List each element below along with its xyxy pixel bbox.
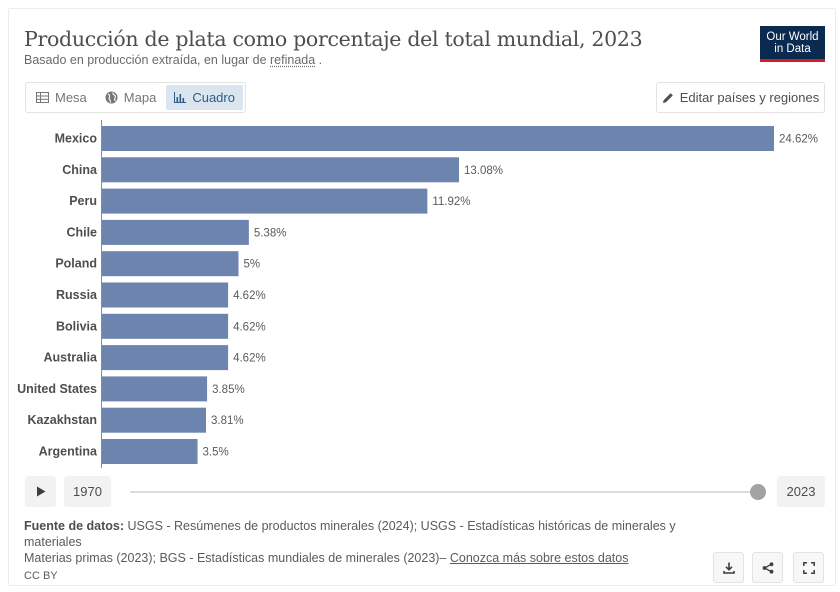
value-label: 4.62% xyxy=(233,321,266,333)
share-icon xyxy=(762,561,773,574)
bar-united-states xyxy=(102,376,208,402)
subtitle-text: Basado en producción extraída, en lugar … xyxy=(24,53,271,67)
category-label: China xyxy=(62,163,98,177)
tab-table[interactable]: Mesa xyxy=(28,85,95,110)
pencil-icon xyxy=(662,92,673,103)
bar-china xyxy=(102,157,460,183)
category-label: Bolivia xyxy=(56,319,98,333)
value-label: 4.62% xyxy=(233,290,266,302)
chart-title: Producción de plata como porcentaje del … xyxy=(24,27,643,51)
owid-logo[interactable]: Our World in Data xyxy=(760,26,825,62)
bar-chile xyxy=(102,219,249,245)
sources-label: Fuente de datos: xyxy=(24,519,125,533)
chart-frame xyxy=(8,8,836,586)
bar-poland xyxy=(102,251,239,277)
tab-map-label: Mapa xyxy=(123,90,157,105)
sources-text-1: USGS - Resúmenes de productos minerales … xyxy=(24,519,676,549)
category-label: Argentina xyxy=(39,445,98,459)
bar-peru xyxy=(102,188,428,214)
bar-mexico xyxy=(102,126,774,151)
bar-argentina xyxy=(102,439,198,464)
category-label: Kazakhstan xyxy=(28,413,97,427)
bar-kazakhstan xyxy=(102,407,206,433)
value-label: 24.62% xyxy=(779,134,818,146)
bar-chart-icon xyxy=(174,92,187,103)
category-label: Chile xyxy=(66,225,97,239)
tab-chart-label: Cuadro xyxy=(192,90,235,105)
tab-table-label: Mesa xyxy=(55,90,87,105)
value-label: 3.5% xyxy=(203,447,229,459)
view-tabs: Mesa Mapa Cuadro xyxy=(25,82,246,113)
value-label: 3.81% xyxy=(211,415,244,427)
value-label: 5% xyxy=(243,259,260,271)
category-label: Australia xyxy=(44,351,99,365)
edit-countries-button[interactable]: Editar países y regiones xyxy=(656,82,825,113)
edit-countries-label: Editar países y regiones xyxy=(679,90,820,105)
category-label: Poland xyxy=(55,257,97,271)
category-label: Russia xyxy=(56,288,98,302)
subtitle-suffix: . xyxy=(315,53,323,67)
value-label: 3.85% xyxy=(212,384,245,396)
timeline-start-year[interactable]: 1970 xyxy=(64,476,111,507)
play-icon xyxy=(36,486,45,497)
bar-chart: Mexico 24.62% China 13.08% Peru 11.92% Chile 5.… xyxy=(17,120,818,468)
play-button[interactable] xyxy=(25,476,56,507)
value-label: 5.38% xyxy=(254,227,287,239)
bar-australia xyxy=(102,345,229,371)
category-label: United States xyxy=(17,382,97,396)
tab-map[interactable]: Mapa xyxy=(97,85,165,110)
globe-icon xyxy=(105,91,118,104)
share-button[interactable] xyxy=(752,552,783,583)
value-label: 11.92% xyxy=(432,196,470,208)
value-label: 13.08% xyxy=(464,165,503,177)
timeline-end-year[interactable]: 2023 xyxy=(777,476,825,507)
license-label: CC BY xyxy=(24,570,58,582)
value-label: 4.62% xyxy=(233,353,266,365)
logo-line-1: Our World xyxy=(766,31,819,43)
tab-chart[interactable]: Cuadro xyxy=(166,85,243,110)
category-label: Mexico xyxy=(55,132,98,146)
timeline-handle[interactable] xyxy=(750,484,766,500)
sources-text-2: Materias primas (2023); BGS - Estadístic… xyxy=(24,551,450,565)
fullscreen-icon xyxy=(802,561,815,574)
refined-link[interactable]: refinada xyxy=(270,53,316,67)
timeline-track[interactable] xyxy=(130,491,758,493)
bar-russia xyxy=(102,282,229,308)
sources-note: Fuente de datos: USGS - Resúmenes de pro… xyxy=(24,518,704,566)
category-label: Peru xyxy=(69,194,97,208)
chart-subtitle: Basado en producción extraída, en lugar … xyxy=(24,53,322,67)
download-button[interactable] xyxy=(713,552,744,583)
download-icon xyxy=(722,562,735,574)
bar-bolivia xyxy=(102,313,229,339)
learn-more-link[interactable]: Conozca más sobre estos datos xyxy=(449,551,629,565)
fullscreen-button[interactable] xyxy=(793,552,824,583)
table-icon xyxy=(36,92,49,103)
logo-line-2: in Data xyxy=(774,43,811,55)
